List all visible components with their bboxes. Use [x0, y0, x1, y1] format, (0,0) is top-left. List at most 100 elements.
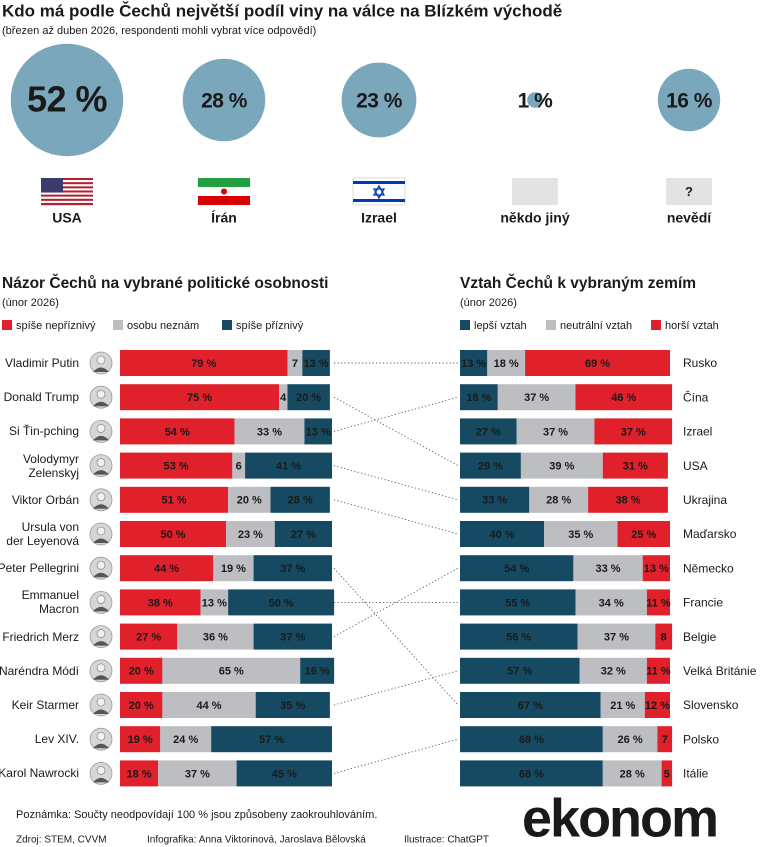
flag: [41, 178, 63, 193]
category-label: Belgie: [683, 630, 717, 644]
bar-label: 50 %: [269, 597, 294, 609]
bar-segment: [228, 486, 271, 513]
portrait: [93, 435, 109, 441]
category-label: Francie: [683, 596, 723, 610]
flag: [41, 200, 93, 204]
flag: [198, 196, 250, 205]
category-label: Viktor Orbán: [11, 492, 79, 507]
bubble-label: 23 %: [356, 90, 403, 113]
bar-label: 28 %: [288, 495, 313, 507]
bar-label: 13 %: [202, 597, 227, 609]
portrait: [93, 538, 109, 543]
category-label: Friedrich Merz: [2, 629, 79, 644]
category-label: Keir Starmer: [11, 698, 79, 712]
portrait: [93, 709, 109, 714]
bar-segment: [460, 350, 488, 376]
subtitle: (březen až duben 2026, respondenti mohli…: [2, 25, 316, 37]
bar-label: 27 %: [136, 632, 161, 644]
bar-segment: [575, 384, 673, 411]
bar-segment: [657, 726, 673, 753]
bar-segment: [279, 384, 288, 411]
bar-label: 28 %: [620, 768, 645, 780]
bubble-label: 52 %: [27, 79, 108, 120]
bar-segment: [594, 418, 673, 445]
connector: [333, 396, 459, 432]
category-label: Polsko: [683, 732, 719, 746]
bar-label: 50 %: [160, 529, 185, 541]
bar-label: 33 %: [596, 563, 621, 575]
connector: [333, 499, 459, 535]
bar-segment: [120, 589, 201, 616]
bar-label: 29 %: [478, 461, 503, 473]
bar-label: 37 %: [604, 632, 629, 644]
bar-label: 37 %: [543, 426, 568, 438]
bar-segment: [120, 760, 159, 787]
flag: [353, 199, 405, 202]
category-label: Itálie: [683, 767, 709, 781]
legend-swatch: [460, 320, 470, 330]
bar-segment: [120, 555, 214, 582]
category-label: Írán: [211, 210, 237, 226]
bar-label: 38 %: [148, 597, 173, 609]
bar-segment: [120, 452, 233, 479]
flag: [41, 202, 93, 206]
portrait: [93, 675, 109, 680]
bar-segment: [460, 521, 544, 547]
bar-label: 13 %: [306, 426, 331, 438]
section-title: Vztah Čechů k vybraným zemím: [460, 274, 696, 292]
bar-segment: [579, 657, 647, 684]
bar-segment: [120, 623, 178, 650]
bar-segment: [120, 521, 226, 547]
bubble-label: 28 %: [201, 90, 248, 113]
bar-label: 56 %: [506, 632, 531, 644]
bar-label: 37 %: [280, 632, 305, 644]
bar-label: 79 %: [191, 358, 216, 370]
bar-label: 53 %: [164, 461, 189, 473]
bar-label: 57 %: [259, 734, 284, 746]
bar-segment: [460, 452, 521, 479]
bar-label: 11 %: [646, 597, 671, 609]
bar-label: 18 %: [127, 768, 152, 780]
bar-segment: [253, 623, 332, 650]
category-label: USA: [52, 210, 82, 226]
bar-label: 23 %: [238, 529, 263, 541]
bar-label: 65 %: [219, 666, 244, 678]
bar-label: 44 %: [197, 700, 222, 712]
bar-label: 26 %: [618, 734, 643, 746]
portrait: [96, 526, 106, 536]
flag: [41, 182, 93, 185]
bubble-label: 1 %: [518, 90, 554, 113]
bar-segment: [270, 486, 330, 513]
bar-label: 11 %: [646, 666, 671, 678]
bar-label: 4: [280, 392, 287, 404]
bar-label: 37 %: [280, 563, 305, 575]
bar-segment: [228, 589, 335, 616]
bar-label: 21 %: [610, 700, 635, 712]
bar-segment: [177, 623, 254, 650]
bar-label: 44 %: [154, 563, 179, 575]
bar-label: 36 %: [203, 632, 228, 644]
flag: [41, 190, 93, 193]
legend-label: neutrální vztah: [560, 320, 632, 332]
flag: [41, 196, 93, 199]
bar-label: 37 %: [621, 426, 646, 438]
flag: [41, 194, 93, 197]
bar-label: 35 %: [568, 529, 593, 541]
bubble: [182, 58, 266, 142]
connector: [333, 738, 459, 774]
portrait: [93, 641, 109, 646]
category-label: Maďarsko: [683, 527, 737, 541]
portrait: [93, 470, 109, 475]
bar-label: 25 %: [631, 529, 656, 541]
bar-label: 7: [292, 358, 298, 370]
bar-segment: [460, 726, 603, 753]
bubble: [657, 68, 721, 132]
bar-segment: [516, 418, 595, 445]
bar-segment: [460, 657, 580, 684]
logo: ekonom: [522, 788, 717, 847]
category-label: Vladimir Putin: [4, 356, 79, 370]
portrait: [96, 458, 106, 467]
flag: [198, 178, 250, 187]
bar-label: 38 %: [615, 495, 640, 507]
category-label: Německo: [683, 561, 734, 575]
